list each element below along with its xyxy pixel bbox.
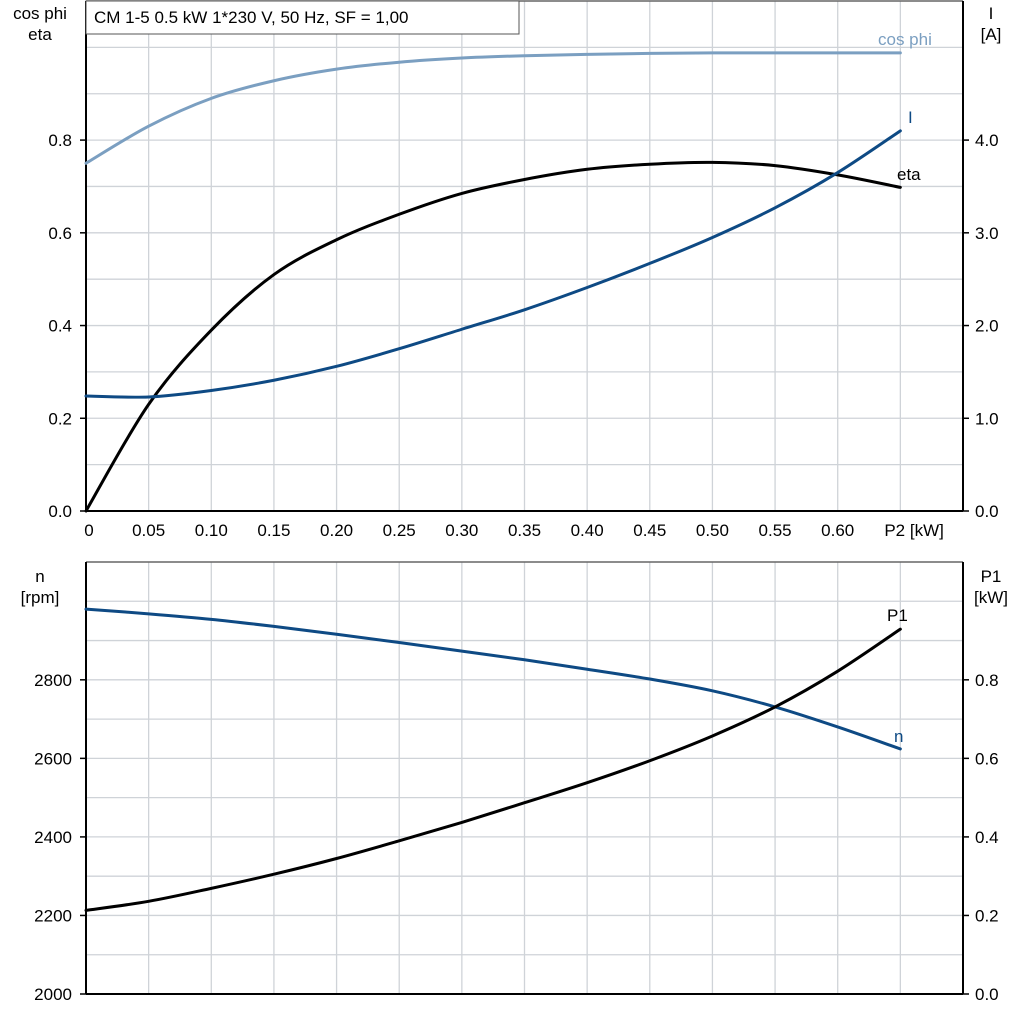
- right-y-tick-label: 0.8: [975, 671, 999, 690]
- x-tick-label: 0.15: [257, 521, 290, 540]
- right-y-axis-label: [A]: [981, 25, 1002, 44]
- left-y-axis-label: n: [35, 567, 44, 586]
- right-y-tick-label: 1.0: [975, 409, 999, 428]
- right-y-tick-label: 0.0: [975, 502, 999, 521]
- series-line-n: [84, 607, 902, 751]
- right-y-tick-label: 2.0: [975, 317, 999, 336]
- right-y-axis-label: P1: [981, 567, 1002, 586]
- right-y-tick-label: 3.0: [975, 224, 999, 243]
- series-line-eta: [84, 160, 902, 513]
- series-label-I: I: [908, 108, 913, 127]
- left-y-tick-label: 0.0: [48, 502, 72, 521]
- x-tick-label: 0.45: [633, 521, 666, 540]
- series-label-eta: eta: [897, 165, 921, 184]
- x-tick-label: 0.05: [132, 521, 165, 540]
- left-y-tick-label: 0.8: [48, 131, 72, 150]
- left-y-tick-label: 2800: [34, 671, 72, 690]
- left-y-axis-label: cos phi: [13, 4, 67, 23]
- series-line-I: [84, 129, 902, 399]
- x-tick-label: 0.20: [320, 521, 353, 540]
- series-line-P1: [84, 627, 902, 912]
- series-line-cos-phi: [84, 51, 902, 165]
- left-y-tick-label: 0.4: [48, 317, 72, 336]
- series-label-n: n: [894, 727, 903, 746]
- left-y-axis-label: eta: [28, 25, 52, 44]
- x-tick-label: 0: [84, 521, 93, 540]
- x-tick-label: 0.60: [821, 521, 854, 540]
- right-y-tick-label: 0.4: [975, 828, 999, 847]
- series-label-cos-phi: cos phi: [878, 30, 932, 49]
- right-y-axis-label: I: [989, 4, 994, 23]
- right-y-axis-label: [kW]: [974, 588, 1008, 607]
- bottom-chart: 2000 2200 2400 2600 2800 0.0 0.2 0.4 0.6 0.8 n [rpm…: [21, 561, 1008, 1004]
- chart-title: CM 1-5 0.5 kW 1*230 V, 50 Hz, SF = 1,00: [94, 8, 409, 27]
- x-tick-label: 0.35: [508, 521, 541, 540]
- left-y-tick-label: 0.6: [48, 224, 72, 243]
- title-box-border: [85, 0, 520, 35]
- series-label-P1: P1: [887, 606, 908, 625]
- x-axis-label: P2 [kW]: [884, 521, 944, 540]
- x-tick-label: 0.50: [696, 521, 729, 540]
- x-tick-label: 0.40: [571, 521, 604, 540]
- left-y-tick-label: 2200: [34, 906, 72, 925]
- right-y-tick-label: 0.6: [975, 749, 999, 768]
- top-chart: 0.0 0.2 0.4 0.6 0.8 0.0 1.0 2.0 3.0 4.0 cos phi eta…: [13, 0, 1002, 540]
- x-tick-label: 0.55: [759, 521, 792, 540]
- x-tick-label: 0.25: [383, 521, 416, 540]
- left-y-tick-label: 2600: [34, 749, 72, 768]
- left-y-tick-label: 0.2: [48, 409, 72, 428]
- chart-title-box: CM 1-5 0.5 kW 1*230 V, 50 Hz, SF = 1,00: [85, 0, 520, 35]
- x-tick-label: 0.10: [195, 521, 228, 540]
- x-tick-label: 0.30: [445, 521, 478, 540]
- left-y-tick-label: 2400: [34, 828, 72, 847]
- left-y-tick-label: 2000: [34, 985, 72, 1004]
- right-y-tick-label: 0.2: [975, 906, 999, 925]
- right-y-tick-label: 4.0: [975, 131, 999, 150]
- right-y-tick-label: 0.0: [975, 985, 999, 1004]
- left-y-axis-label: [rpm]: [21, 588, 60, 607]
